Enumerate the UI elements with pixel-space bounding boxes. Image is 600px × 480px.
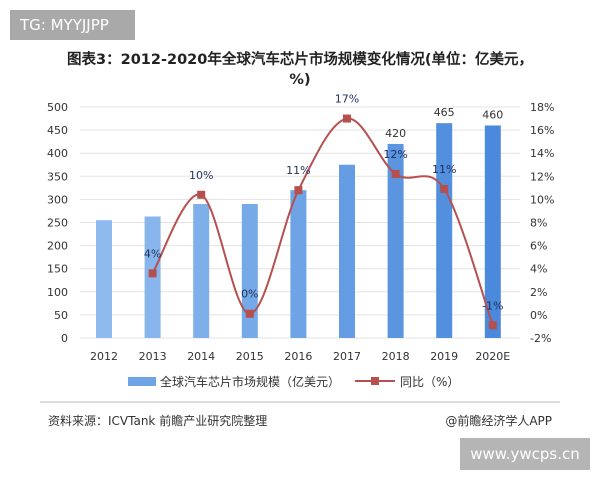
line-marker (440, 185, 449, 194)
line-data-label: 4% (144, 247, 161, 260)
left-tick-label: 100 (47, 286, 68, 299)
legend-line-label: 同比（%） (400, 375, 459, 389)
line-marker (197, 190, 206, 199)
x-tick-label: 2015 (236, 350, 264, 363)
line-marker (343, 114, 351, 123)
bar (193, 204, 210, 338)
bar (436, 123, 453, 338)
line-data-label: -1% (482, 299, 503, 312)
x-tick-label: 2018 (382, 350, 410, 363)
right-tick-label: -2% (530, 332, 551, 345)
x-tick-label: 2012 (90, 350, 118, 363)
x-tick-label: 2016 (284, 350, 312, 363)
x-tick-label: 2020E (475, 350, 510, 363)
left-tick-label: 400 (47, 147, 68, 160)
bar (387, 143, 404, 338)
tag-label: TG: MYYJJPP (10, 10, 135, 40)
bar-data-label: 460 (482, 108, 503, 121)
line-data-label: 11% (286, 164, 310, 177)
left-tick-label: 450 (47, 124, 68, 137)
right-tick-label: 6% (530, 240, 547, 253)
left-tick-label: 150 (47, 263, 68, 276)
right-tick-label: 12% (530, 170, 554, 183)
left-tick-label: 0 (61, 332, 68, 345)
left-tick-label: 200 (47, 240, 68, 253)
right-tick-label: 0% (530, 309, 547, 322)
line-data-label: 12% (383, 148, 407, 161)
watermark: www.ywcps.cn (460, 438, 590, 470)
x-tick-label: 2014 (187, 350, 215, 363)
line-marker (245, 309, 254, 318)
line-data-label: 11% (432, 163, 456, 176)
bar (241, 204, 258, 338)
bar-data-label: 420 (385, 127, 406, 140)
line-data-label: 10% (189, 169, 213, 182)
right-tick-label: 4% (530, 263, 547, 276)
legend-bar-swatch (128, 377, 156, 386)
left-tick-label: 300 (47, 193, 68, 206)
right-tick-label: 14% (530, 147, 554, 160)
line-marker (391, 169, 400, 178)
source-note: 资料来源：ICVTank 前瞻产业研究院整理 (48, 414, 268, 428)
legend-line-marker (371, 377, 379, 385)
bar-data-label: 465 (434, 106, 455, 119)
left-tick-label: 50 (54, 309, 68, 322)
x-tick-label: 2013 (139, 350, 167, 363)
bar (290, 190, 307, 338)
right-tick-label: 18% (530, 101, 554, 114)
line-data-label: 17% (335, 93, 359, 106)
line-marker (294, 186, 303, 195)
line-marker (148, 269, 157, 278)
right-tick-label: 8% (530, 217, 547, 230)
x-tick-label: 2017 (333, 350, 361, 363)
line-marker (488, 321, 497, 330)
right-tick-label: 10% (530, 193, 554, 206)
left-tick-label: 500 (47, 101, 68, 114)
chart-title: 图表3：2012-2020年全球汽车芯片市场规模变化情况(单位：亿美元，%) (67, 52, 533, 88)
credit-note: @前瞻经济学人APP (445, 414, 552, 428)
bar (96, 220, 112, 338)
legend-bar-label: 全球汽车芯片市场规模（亿美元） (160, 374, 340, 389)
bar (339, 164, 355, 338)
bar (484, 125, 501, 338)
left-tick-label: 250 (47, 217, 68, 230)
left-tick-label: 350 (47, 170, 68, 183)
right-tick-label: 16% (530, 124, 554, 137)
line-data-label: 0% (241, 288, 258, 301)
right-tick-label: 2% (530, 286, 547, 299)
x-tick-label: 2019 (430, 350, 458, 363)
